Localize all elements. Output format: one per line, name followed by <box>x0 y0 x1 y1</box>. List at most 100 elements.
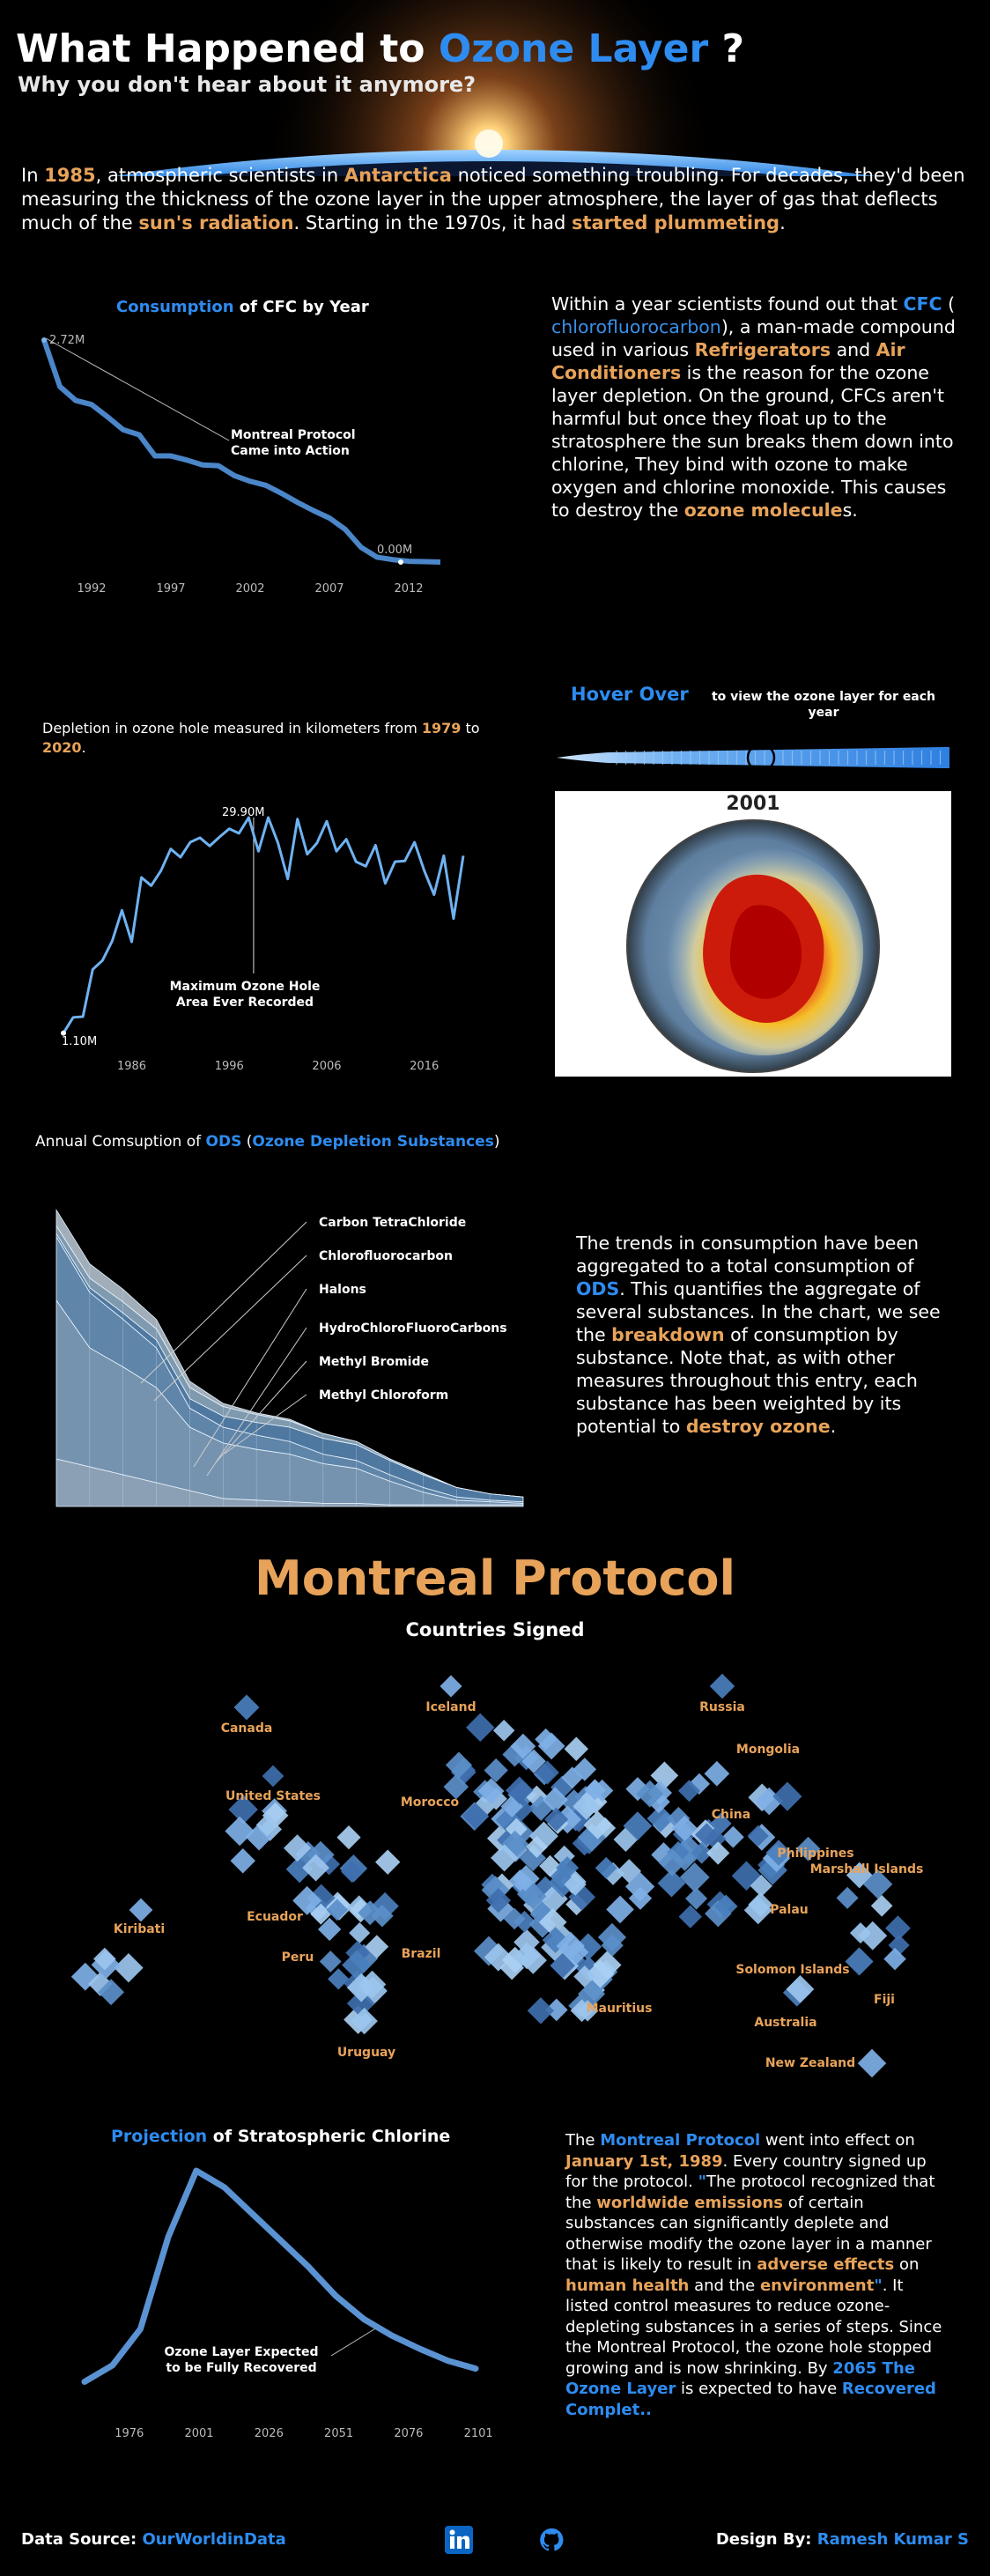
country-marker[interactable] <box>527 1997 555 2025</box>
country-marker[interactable] <box>328 1968 350 1990</box>
country-marker[interactable] <box>98 1979 125 2006</box>
country-marker[interactable] <box>845 1947 874 1976</box>
designer-name[interactable]: Ramesh Kumar S <box>816 2530 969 2549</box>
country-marker[interactable] <box>786 1974 815 2003</box>
country-marker[interactable] <box>705 1899 732 1928</box>
country-marker[interactable] <box>550 1775 574 1800</box>
country-marker[interactable] <box>691 1841 713 1864</box>
country-marker[interactable] <box>677 1780 701 1802</box>
country-marker[interactable] <box>500 1795 523 1818</box>
country-marker[interactable] <box>70 1962 100 1991</box>
country-marker[interactable] <box>233 1694 260 1721</box>
country-marker[interactable] <box>757 1855 787 1885</box>
linkedin-icon[interactable] <box>444 2525 474 2555</box>
country-marker[interactable] <box>310 1903 332 1925</box>
country-marker[interactable] <box>573 1792 601 1820</box>
country-marker[interactable] <box>573 1758 597 1781</box>
country-marker[interactable] <box>755 1787 783 1816</box>
country-marker[interactable] <box>342 1950 372 1980</box>
country-marker[interactable] <box>679 1862 710 1892</box>
slider-thumb[interactable] <box>746 743 776 773</box>
country-marker[interactable] <box>535 1728 558 1751</box>
country-marker[interactable] <box>685 1887 708 1910</box>
country-marker[interactable] <box>564 1939 589 1965</box>
country-marker[interactable] <box>346 1989 375 2018</box>
country-marker[interactable] <box>858 1921 888 1951</box>
country-marker[interactable] <box>704 1760 730 1787</box>
country-marker[interactable] <box>550 1952 576 1979</box>
country-marker[interactable] <box>706 1841 730 1865</box>
country-marker[interactable] <box>526 1835 548 1858</box>
country-marker[interactable] <box>538 1908 567 1936</box>
country-marker[interactable] <box>651 1842 676 1868</box>
country-marker[interactable] <box>318 1853 341 1876</box>
country-marker[interactable] <box>795 1836 821 1862</box>
country-marker[interactable] <box>617 1859 642 1884</box>
country-marker[interactable] <box>302 1854 330 1882</box>
country-marker[interactable] <box>772 1781 802 1811</box>
country-marker[interactable] <box>114 1953 144 1983</box>
country-marker[interactable] <box>750 1874 772 1898</box>
country-marker[interactable] <box>709 1673 735 1699</box>
country-marker[interactable] <box>568 1884 596 1911</box>
country-marker[interactable] <box>477 1778 505 1804</box>
country-marker[interactable] <box>671 1815 698 1841</box>
country-marker[interactable] <box>862 1869 893 1899</box>
country-marker[interactable] <box>539 1884 568 1913</box>
country-marker[interactable] <box>513 1942 541 1970</box>
country-marker[interactable] <box>129 1898 153 1922</box>
country-marker[interactable] <box>747 1825 769 1847</box>
country-marker[interactable] <box>326 1899 349 1921</box>
country-marker[interactable] <box>765 1839 792 1866</box>
country-marker[interactable] <box>721 1825 744 1848</box>
country-marker[interactable] <box>590 1779 614 1802</box>
country-marker[interactable] <box>341 1861 363 1883</box>
country-marker[interactable] <box>349 1922 371 1944</box>
country-marker[interactable] <box>593 1951 622 1980</box>
country-marker[interactable] <box>628 1886 653 1910</box>
country-marker[interactable] <box>462 1802 489 1830</box>
year-slider[interactable] <box>555 740 951 775</box>
country-marker[interactable] <box>606 1895 634 1924</box>
country-marker[interactable] <box>505 1817 528 1840</box>
country-marker[interactable] <box>466 1713 495 1743</box>
country-marker[interactable] <box>646 1790 670 1814</box>
country-marker[interactable] <box>836 1886 859 1909</box>
country-marker[interactable] <box>542 1787 568 1813</box>
country-marker[interactable] <box>857 2048 887 2078</box>
country-marker[interactable] <box>440 1675 462 1698</box>
country-marker[interactable] <box>319 1951 342 1973</box>
country-marker[interactable] <box>481 1876 510 1905</box>
ods-area-5[interactable] <box>55 1208 524 1498</box>
cfc-max-point[interactable] <box>41 337 47 343</box>
country-marker[interactable] <box>646 1804 675 1832</box>
country-marker[interactable] <box>537 1732 565 1760</box>
country-marker[interactable] <box>506 1776 534 1804</box>
country-marker[interactable] <box>262 1765 284 1788</box>
country-marker[interactable] <box>888 1934 910 1957</box>
country-marker[interactable] <box>564 1736 589 1761</box>
country-marker[interactable] <box>513 1928 540 1956</box>
cfc-series-line[interactable] <box>41 339 441 565</box>
country-marker[interactable] <box>539 1854 561 1877</box>
country-marker[interactable] <box>673 1835 704 1865</box>
country-marker[interactable] <box>365 1935 389 1959</box>
country-marker[interactable] <box>443 1773 469 1800</box>
country-marker[interactable] <box>583 1810 612 1839</box>
country-marker[interactable] <box>577 2000 599 2022</box>
ods-area-chart[interactable]: Carbon TetraChloride Chlorofluorocarbon Ha… <box>35 1163 564 1533</box>
country-marker[interactable] <box>623 1811 653 1841</box>
country-marker[interactable] <box>564 1873 587 1896</box>
country-marker[interactable] <box>556 1856 580 1880</box>
country-marker[interactable] <box>520 1845 547 1872</box>
country-marker[interactable] <box>510 1733 536 1759</box>
country-marker[interactable] <box>657 1869 686 1898</box>
country-marker[interactable] <box>883 1947 906 1971</box>
country-marker[interactable] <box>351 2007 378 2035</box>
country-marker[interactable] <box>375 1849 401 1875</box>
country-marker[interactable] <box>714 1894 738 1919</box>
slider-track[interactable] <box>557 747 949 768</box>
cfc-chart[interactable]: Montreal Protocol Came into Action 2.72M… <box>26 317 467 608</box>
country-marker[interactable] <box>678 1905 702 1928</box>
